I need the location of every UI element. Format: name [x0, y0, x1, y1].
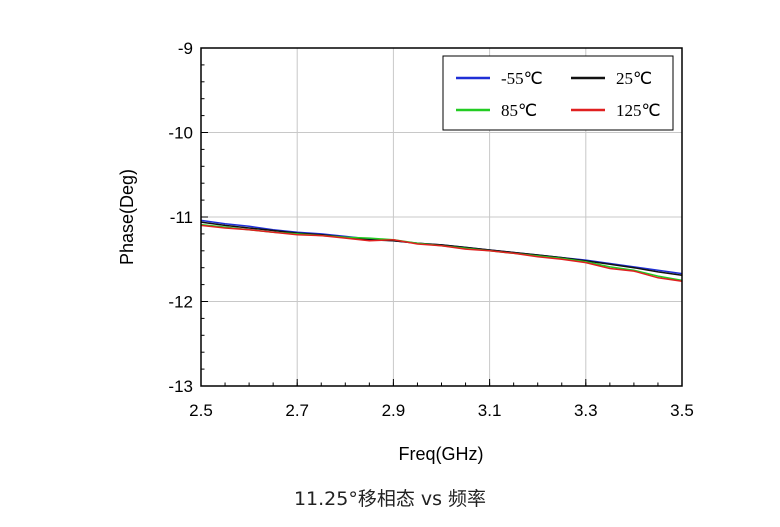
- figure-caption: 11.25°移相态 vs 频率: [293, 488, 487, 510]
- x-tick-label: 3.3: [574, 401, 598, 420]
- plot-frame: [200, 47, 683, 387]
- series-line: [200, 219, 683, 275]
- x-tick-label: 2.7: [285, 401, 309, 420]
- x-tick-label: 3.5: [670, 401, 694, 420]
- x-tick-label: 2.9: [382, 401, 406, 420]
- legend-label: 25℃: [616, 69, 652, 88]
- y-tick-label: -9: [178, 39, 193, 58]
- legend: -55℃ 25℃ 85℃ 125℃: [442, 55, 674, 131]
- x-axis-title: Freq(GHz): [399, 444, 484, 464]
- x-tick-labels: 2.5 2.7 2.9 3.1 3.3 3.5: [189, 401, 694, 420]
- legend-label: 125℃: [616, 101, 661, 120]
- y-tick-label: -13: [168, 377, 193, 396]
- y-tick-label: -11: [170, 208, 193, 227]
- y-axis-title: Phase(Deg): [117, 169, 137, 265]
- phase-vs-frequency-chart: 2.5 2.7 2.9 3.1 3.3 3.5 -9 -10 -11 -12 -13 Freq(G…: [117, 39, 694, 464]
- y-tick-labels: -9 -10 -11 -12 -13: [168, 39, 193, 396]
- legend-label: -55℃: [501, 69, 543, 88]
- series-line: [200, 221, 683, 277]
- series-line: [200, 223, 683, 282]
- legend-box: [442, 55, 674, 131]
- x-tick-label: 3.1: [478, 401, 502, 420]
- x-tick-label: 2.5: [189, 401, 213, 420]
- legend-label: 85℃: [501, 101, 537, 120]
- y-tick-label: -10: [168, 124, 193, 143]
- series-lines: [200, 219, 683, 282]
- series-line: [200, 224, 683, 282]
- y-tick-label: -12: [168, 293, 193, 312]
